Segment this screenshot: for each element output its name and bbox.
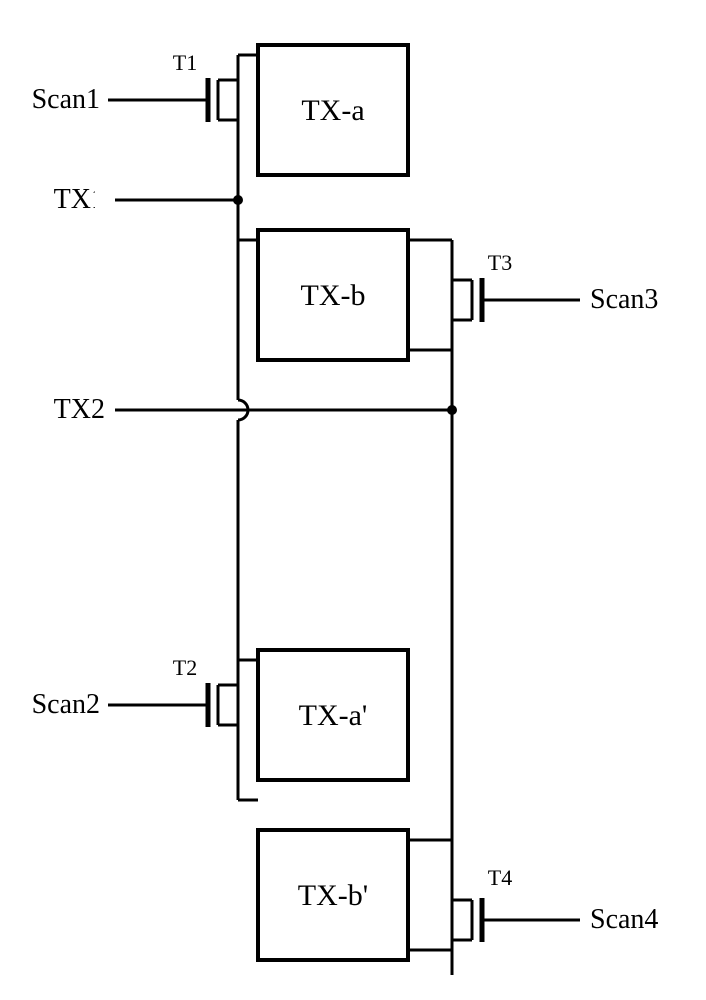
transistor-t3-label: T3	[488, 250, 512, 275]
transistor-t2	[108, 683, 238, 727]
block-txb-label: TX-b	[301, 279, 366, 312]
transistor-t4	[408, 898, 580, 975]
block-txa-label: TX-a	[301, 94, 364, 127]
block-txb2-label: TX-b'	[298, 879, 368, 912]
circuit-diagram: TX-a TX-b TX-a' TX-b'	[0, 0, 706, 1000]
transistor-t4-label: T4	[488, 865, 512, 890]
block-txa2-label: TX-a'	[299, 699, 368, 732]
transistor-t1	[108, 78, 238, 122]
signal-scan4-label: Scan4	[590, 904, 658, 935]
signal-scan1-label: Scan1	[32, 84, 100, 115]
signal-tx2-label: TX2	[54, 394, 105, 425]
transistor-t2-label: T2	[173, 655, 197, 680]
transistor-t1-label: T1	[173, 50, 197, 75]
signal-scan2-label: Scan2	[32, 689, 100, 720]
signal-scan3-label: Scan3	[590, 284, 658, 315]
